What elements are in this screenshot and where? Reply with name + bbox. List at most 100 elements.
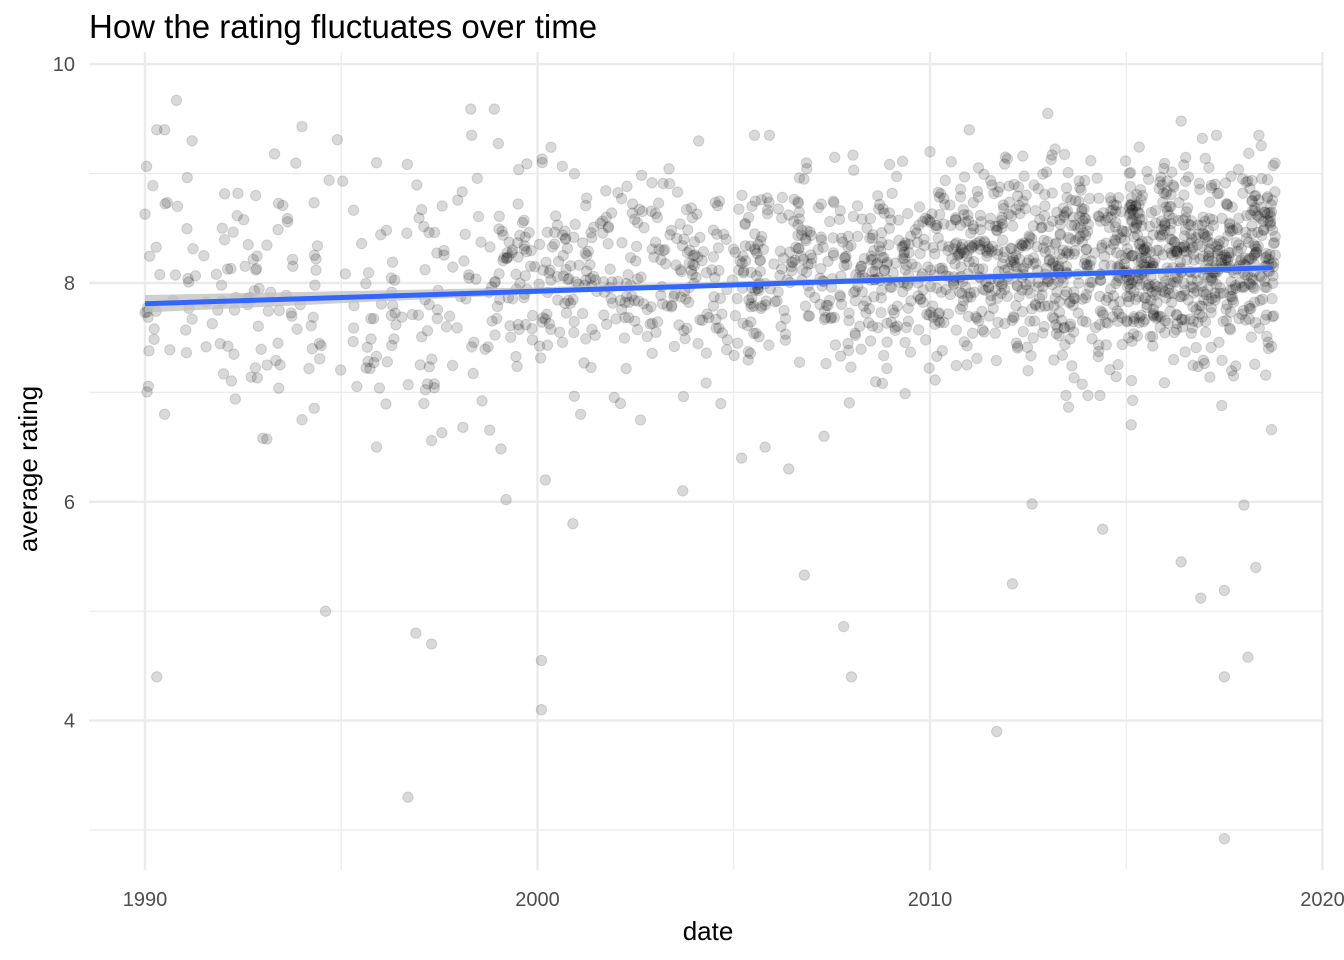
data-point [158, 124, 171, 136]
data-point [281, 212, 294, 225]
data-point [1174, 256, 1187, 268]
data-point [933, 307, 946, 319]
data-point [296, 120, 308, 133]
data-point [1194, 253, 1206, 265]
data-point [390, 319, 402, 331]
data-point [740, 255, 752, 267]
data-point [1164, 224, 1176, 237]
data-point [355, 237, 368, 250]
data-point [1133, 207, 1145, 219]
data-point [1262, 342, 1275, 355]
data-point [713, 322, 725, 334]
data-point [1202, 235, 1214, 248]
data-point [537, 264, 549, 276]
data-point [1176, 241, 1189, 254]
data-point [222, 340, 234, 352]
data-point [1182, 218, 1195, 231]
data-point [827, 195, 839, 207]
data-point [854, 263, 866, 276]
data-point [347, 204, 360, 216]
data-point [720, 233, 732, 246]
data-point [1248, 238, 1260, 251]
data-point [827, 249, 840, 262]
data-point [798, 173, 810, 185]
data-point [1170, 245, 1182, 257]
data-point [855, 343, 867, 355]
data-point [996, 222, 1008, 234]
data-point [1247, 274, 1259, 286]
data-point [763, 196, 775, 209]
data-point [438, 249, 450, 261]
data-point [675, 291, 687, 303]
data-point [1122, 332, 1135, 344]
data-point [308, 196, 320, 209]
data-point [1096, 242, 1108, 254]
data-point [1053, 260, 1065, 272]
data-point [380, 398, 392, 410]
data-point [1007, 252, 1019, 264]
data-point [676, 240, 689, 252]
data-point [1091, 172, 1103, 184]
data-point [788, 215, 800, 228]
data-point [1104, 244, 1117, 256]
data-point [1047, 256, 1059, 268]
data-point [1230, 237, 1243, 249]
data-point [1069, 245, 1081, 257]
data-point [1029, 298, 1042, 310]
data-point [536, 153, 548, 165]
data-point [971, 312, 983, 324]
data-point [1032, 183, 1045, 195]
data-point [978, 237, 991, 249]
data-point [1129, 293, 1142, 306]
data-point [881, 317, 893, 329]
data-point [1264, 215, 1277, 228]
data-point [1205, 179, 1218, 191]
data-point [1024, 315, 1036, 327]
data-point [1234, 276, 1246, 289]
data-point [862, 317, 875, 329]
data-point [1254, 294, 1266, 307]
data-point [801, 225, 813, 237]
data-point [1065, 194, 1077, 206]
data-point [1155, 215, 1168, 227]
data-point [866, 232, 878, 244]
data-point [1180, 206, 1192, 218]
data-point [842, 241, 854, 253]
data-point [1259, 206, 1271, 219]
data-point [604, 263, 616, 275]
data-point [1111, 305, 1123, 317]
data-point [291, 323, 303, 335]
data-point [1220, 198, 1233, 210]
data-point [999, 246, 1011, 258]
data-point [225, 262, 237, 275]
data-point [1168, 245, 1181, 258]
data-point [1103, 221, 1116, 234]
data-point [1099, 214, 1112, 227]
data-point [1114, 295, 1126, 308]
data-point [1008, 312, 1020, 324]
data-point [1074, 181, 1086, 194]
data-point [1235, 242, 1248, 255]
data-point [548, 238, 561, 250]
data-point [749, 195, 762, 207]
data-point [1213, 235, 1226, 247]
data-point [1126, 215, 1138, 228]
data-point [535, 703, 548, 716]
data-point [873, 198, 886, 211]
data-point [1072, 221, 1084, 234]
data-point [1211, 188, 1224, 200]
data-point [631, 323, 644, 336]
data-point [545, 141, 557, 153]
data-point [1024, 287, 1036, 300]
data-point [967, 220, 979, 232]
data-point [502, 251, 514, 263]
data-point [696, 254, 708, 267]
data-point [736, 189, 748, 201]
data-point [665, 301, 678, 313]
data-point [467, 367, 479, 380]
data-point [1110, 216, 1122, 229]
data-point [1214, 244, 1226, 256]
data-point [286, 310, 298, 322]
data-point [415, 331, 428, 343]
data-point [1145, 206, 1157, 219]
